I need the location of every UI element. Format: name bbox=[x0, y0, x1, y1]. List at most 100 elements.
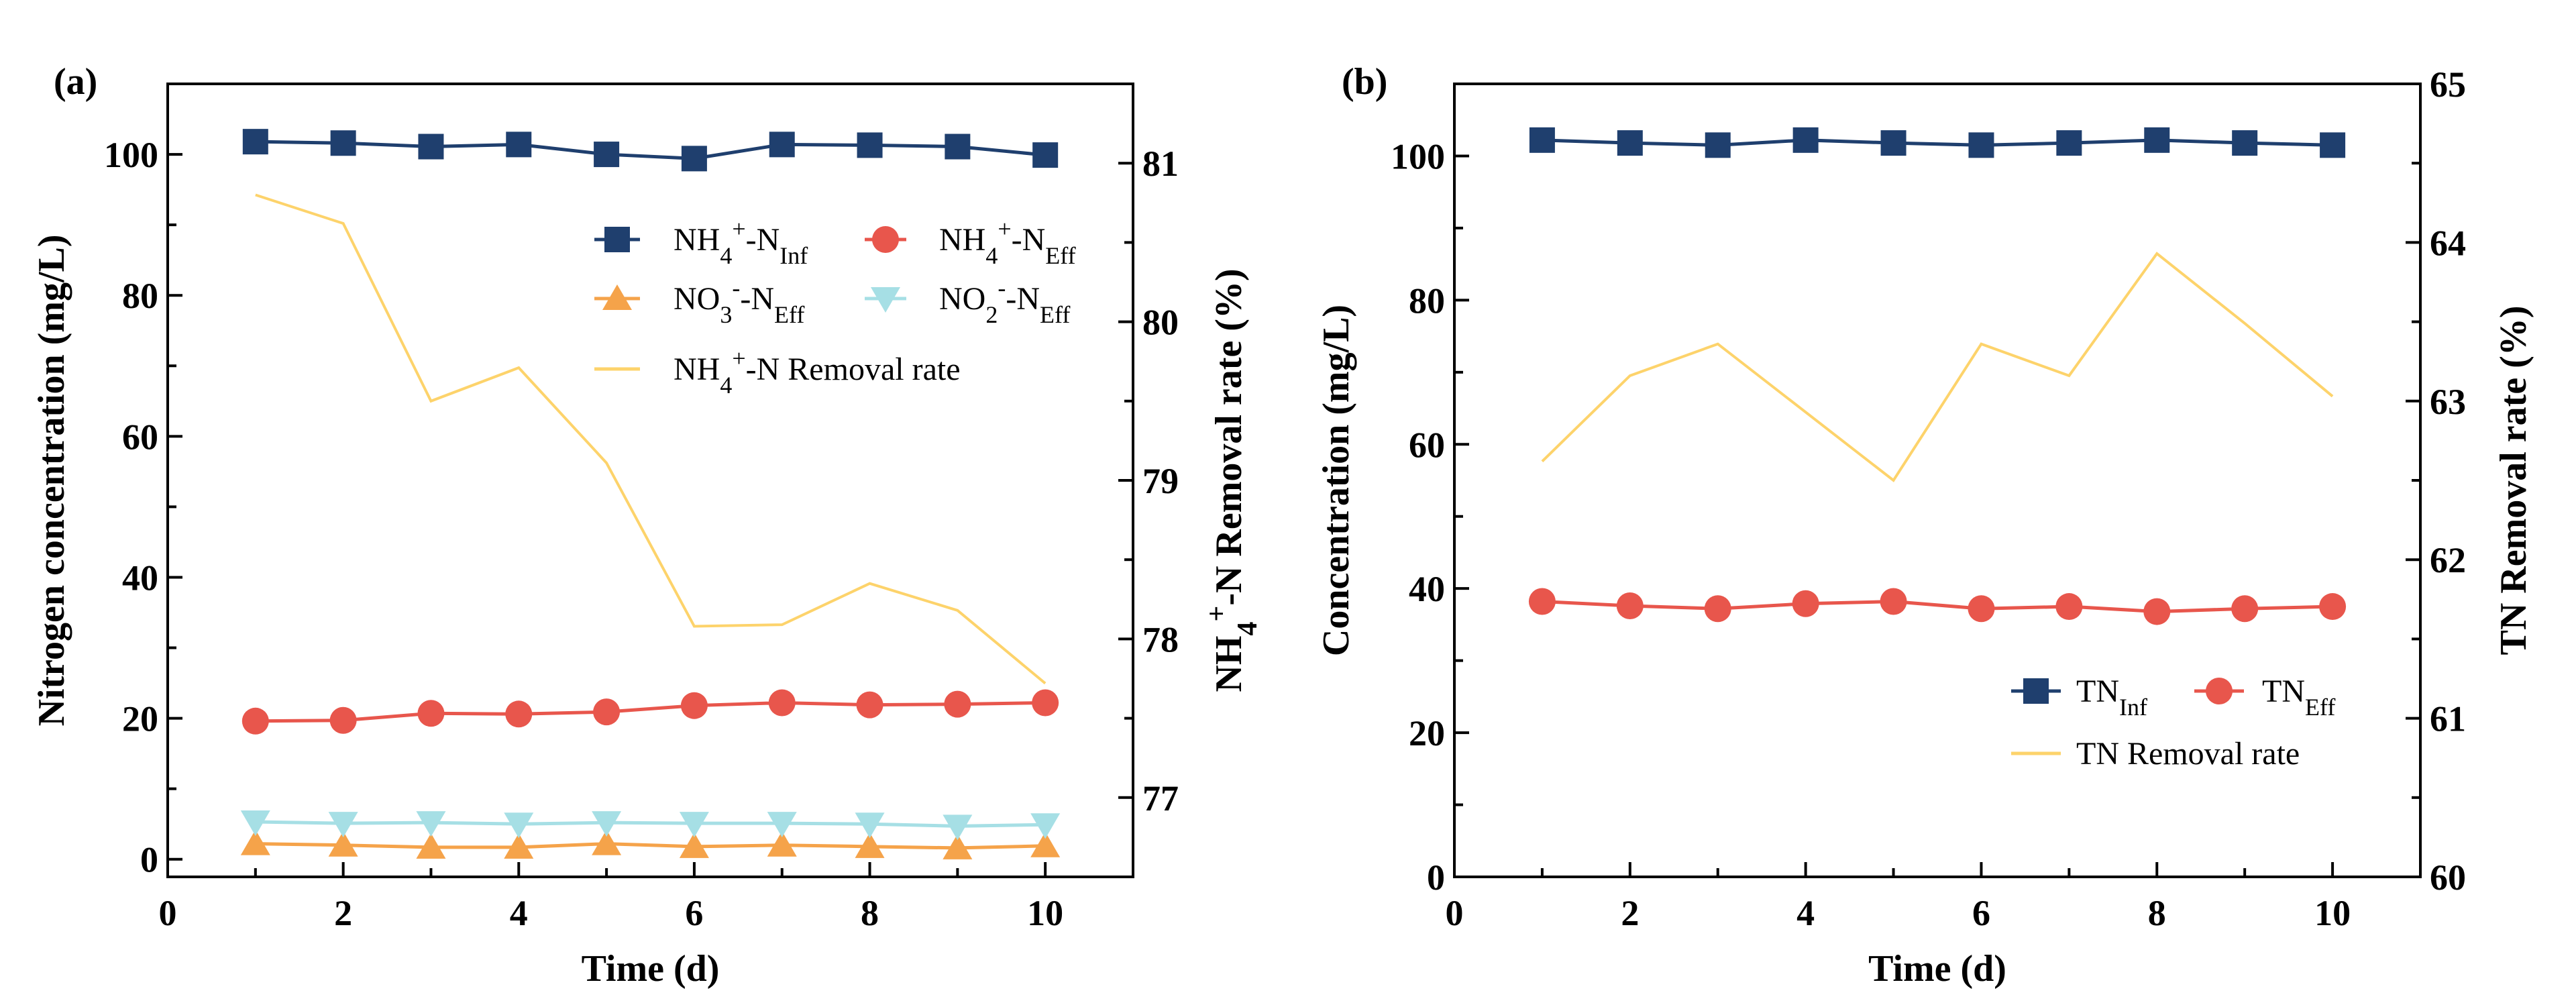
x-tick-label: 8 bbox=[861, 893, 879, 933]
label-segment-sub: 4 bbox=[720, 372, 732, 399]
legend-label: TNEff bbox=[2262, 674, 2335, 721]
legend-item: TNInf bbox=[2011, 674, 2147, 721]
legend-label: NO2--NEff bbox=[939, 274, 1070, 328]
series-line bbox=[1542, 138, 2333, 147]
data-point bbox=[329, 706, 357, 734]
data-point bbox=[1030, 831, 1061, 857]
data-point bbox=[943, 814, 973, 841]
data-point bbox=[855, 812, 885, 839]
data-point bbox=[681, 146, 707, 172]
x-tick-label: 6 bbox=[1972, 893, 1990, 933]
legend-item: NO3--NEff bbox=[594, 274, 804, 328]
label-segment-sub: 3 bbox=[720, 301, 732, 328]
label-segment-sub: 2 bbox=[985, 301, 998, 328]
legend-marker bbox=[602, 284, 632, 310]
y-tick-label: 80 bbox=[1409, 280, 1445, 321]
series-nh4-n-removal-rate bbox=[255, 193, 1046, 685]
data-point bbox=[945, 134, 971, 160]
label-segment-n: TN Removal rate bbox=[2076, 736, 2300, 772]
data-point bbox=[857, 132, 883, 158]
data-point bbox=[505, 700, 533, 728]
data-point bbox=[328, 812, 358, 838]
y2-tick-label: 64 bbox=[2430, 223, 2466, 263]
data-point bbox=[328, 831, 358, 857]
data-point bbox=[2055, 593, 2083, 621]
data-point bbox=[679, 812, 709, 838]
data-point bbox=[2056, 130, 2082, 156]
y-tick-label: 100 bbox=[104, 135, 158, 175]
x-tick-label: 6 bbox=[685, 893, 703, 933]
y-tick-label: 20 bbox=[1409, 713, 1445, 753]
x-tick-label: 4 bbox=[1796, 893, 1815, 933]
legend-label: NH4+-NInf bbox=[674, 215, 808, 269]
data-point bbox=[1705, 132, 1731, 158]
y2-tick-label: 79 bbox=[1142, 461, 1179, 501]
legend: TNInf TNEff TN Removal rate bbox=[2011, 674, 2335, 772]
data-point bbox=[593, 698, 621, 726]
data-point bbox=[2231, 595, 2259, 623]
data-point bbox=[768, 689, 796, 717]
data-point bbox=[1880, 588, 1907, 615]
label-segment-sub: Eff bbox=[1045, 242, 1075, 269]
legend-label: NH4+-N Removal rate bbox=[674, 345, 961, 399]
label-segment-n: NH bbox=[674, 222, 720, 258]
data-point bbox=[504, 833, 534, 859]
data-point bbox=[506, 131, 532, 158]
data-point bbox=[2232, 130, 2258, 156]
data-point bbox=[594, 142, 620, 168]
plot-frame bbox=[166, 83, 1134, 878]
data-point bbox=[855, 832, 885, 858]
x-tick-label: 2 bbox=[334, 893, 352, 933]
legend-marker bbox=[604, 227, 630, 252]
data-point bbox=[943, 833, 973, 859]
data-point bbox=[240, 829, 270, 855]
legend-item: NH4+-NEff bbox=[865, 215, 1076, 269]
series-no3-n-eff bbox=[240, 829, 1061, 859]
data-point bbox=[1704, 595, 1731, 623]
y2-tick-label: 62 bbox=[2430, 540, 2466, 580]
data-point bbox=[680, 692, 708, 719]
data-point bbox=[2319, 593, 2347, 621]
y-tick-label: 40 bbox=[1409, 569, 1445, 609]
data-point bbox=[242, 129, 268, 155]
data-point bbox=[1617, 130, 1643, 156]
data-point bbox=[1030, 813, 1061, 839]
legend-marker bbox=[2023, 678, 2049, 704]
data-point bbox=[592, 811, 622, 837]
data-point bbox=[504, 812, 534, 839]
label-segment-n: NH bbox=[939, 222, 985, 258]
data-point bbox=[418, 134, 444, 160]
y-tick-label: 80 bbox=[122, 276, 158, 316]
x-tick-label: 8 bbox=[2148, 893, 2166, 933]
x-tick-label: 2 bbox=[1621, 893, 1639, 933]
data-point bbox=[1968, 132, 1994, 158]
legend-item: TNEff bbox=[2194, 674, 2335, 721]
label-segment-n: -N bbox=[746, 222, 780, 258]
legend-marker bbox=[872, 226, 899, 253]
legend-label: TN Removal rate bbox=[2076, 736, 2300, 772]
label-segment-n: -N Removal rate (%) bbox=[1208, 268, 1250, 605]
data-point bbox=[1792, 590, 1819, 617]
legend-label: NH4+-NEff bbox=[939, 215, 1076, 269]
label-segment-sup: + bbox=[732, 215, 745, 242]
x-tick-label: 10 bbox=[2314, 893, 2351, 933]
label-segment-sub: Inf bbox=[2119, 694, 2147, 721]
data-point bbox=[2143, 598, 2171, 625]
y-axis-label: Concentration (mg/L) bbox=[1316, 305, 1357, 656]
data-point bbox=[592, 829, 622, 855]
data-point bbox=[767, 831, 797, 857]
panel-label: (a) bbox=[54, 61, 97, 103]
data-point bbox=[767, 812, 797, 838]
y2-axis-label: NH4+-N Removal rate (%) bbox=[1201, 268, 1263, 692]
series-line bbox=[255, 820, 1046, 828]
label-segment-n: NH bbox=[1208, 636, 1250, 692]
series-line bbox=[1541, 252, 2334, 482]
y-tick-label: 0 bbox=[140, 840, 158, 880]
x-tick-label: 0 bbox=[159, 893, 177, 933]
label-segment-sup: + bbox=[732, 345, 745, 372]
series-tn-eff bbox=[1528, 588, 2347, 625]
x-tick-label: 10 bbox=[1027, 893, 1063, 933]
y2-tick-label: 65 bbox=[2430, 64, 2466, 105]
